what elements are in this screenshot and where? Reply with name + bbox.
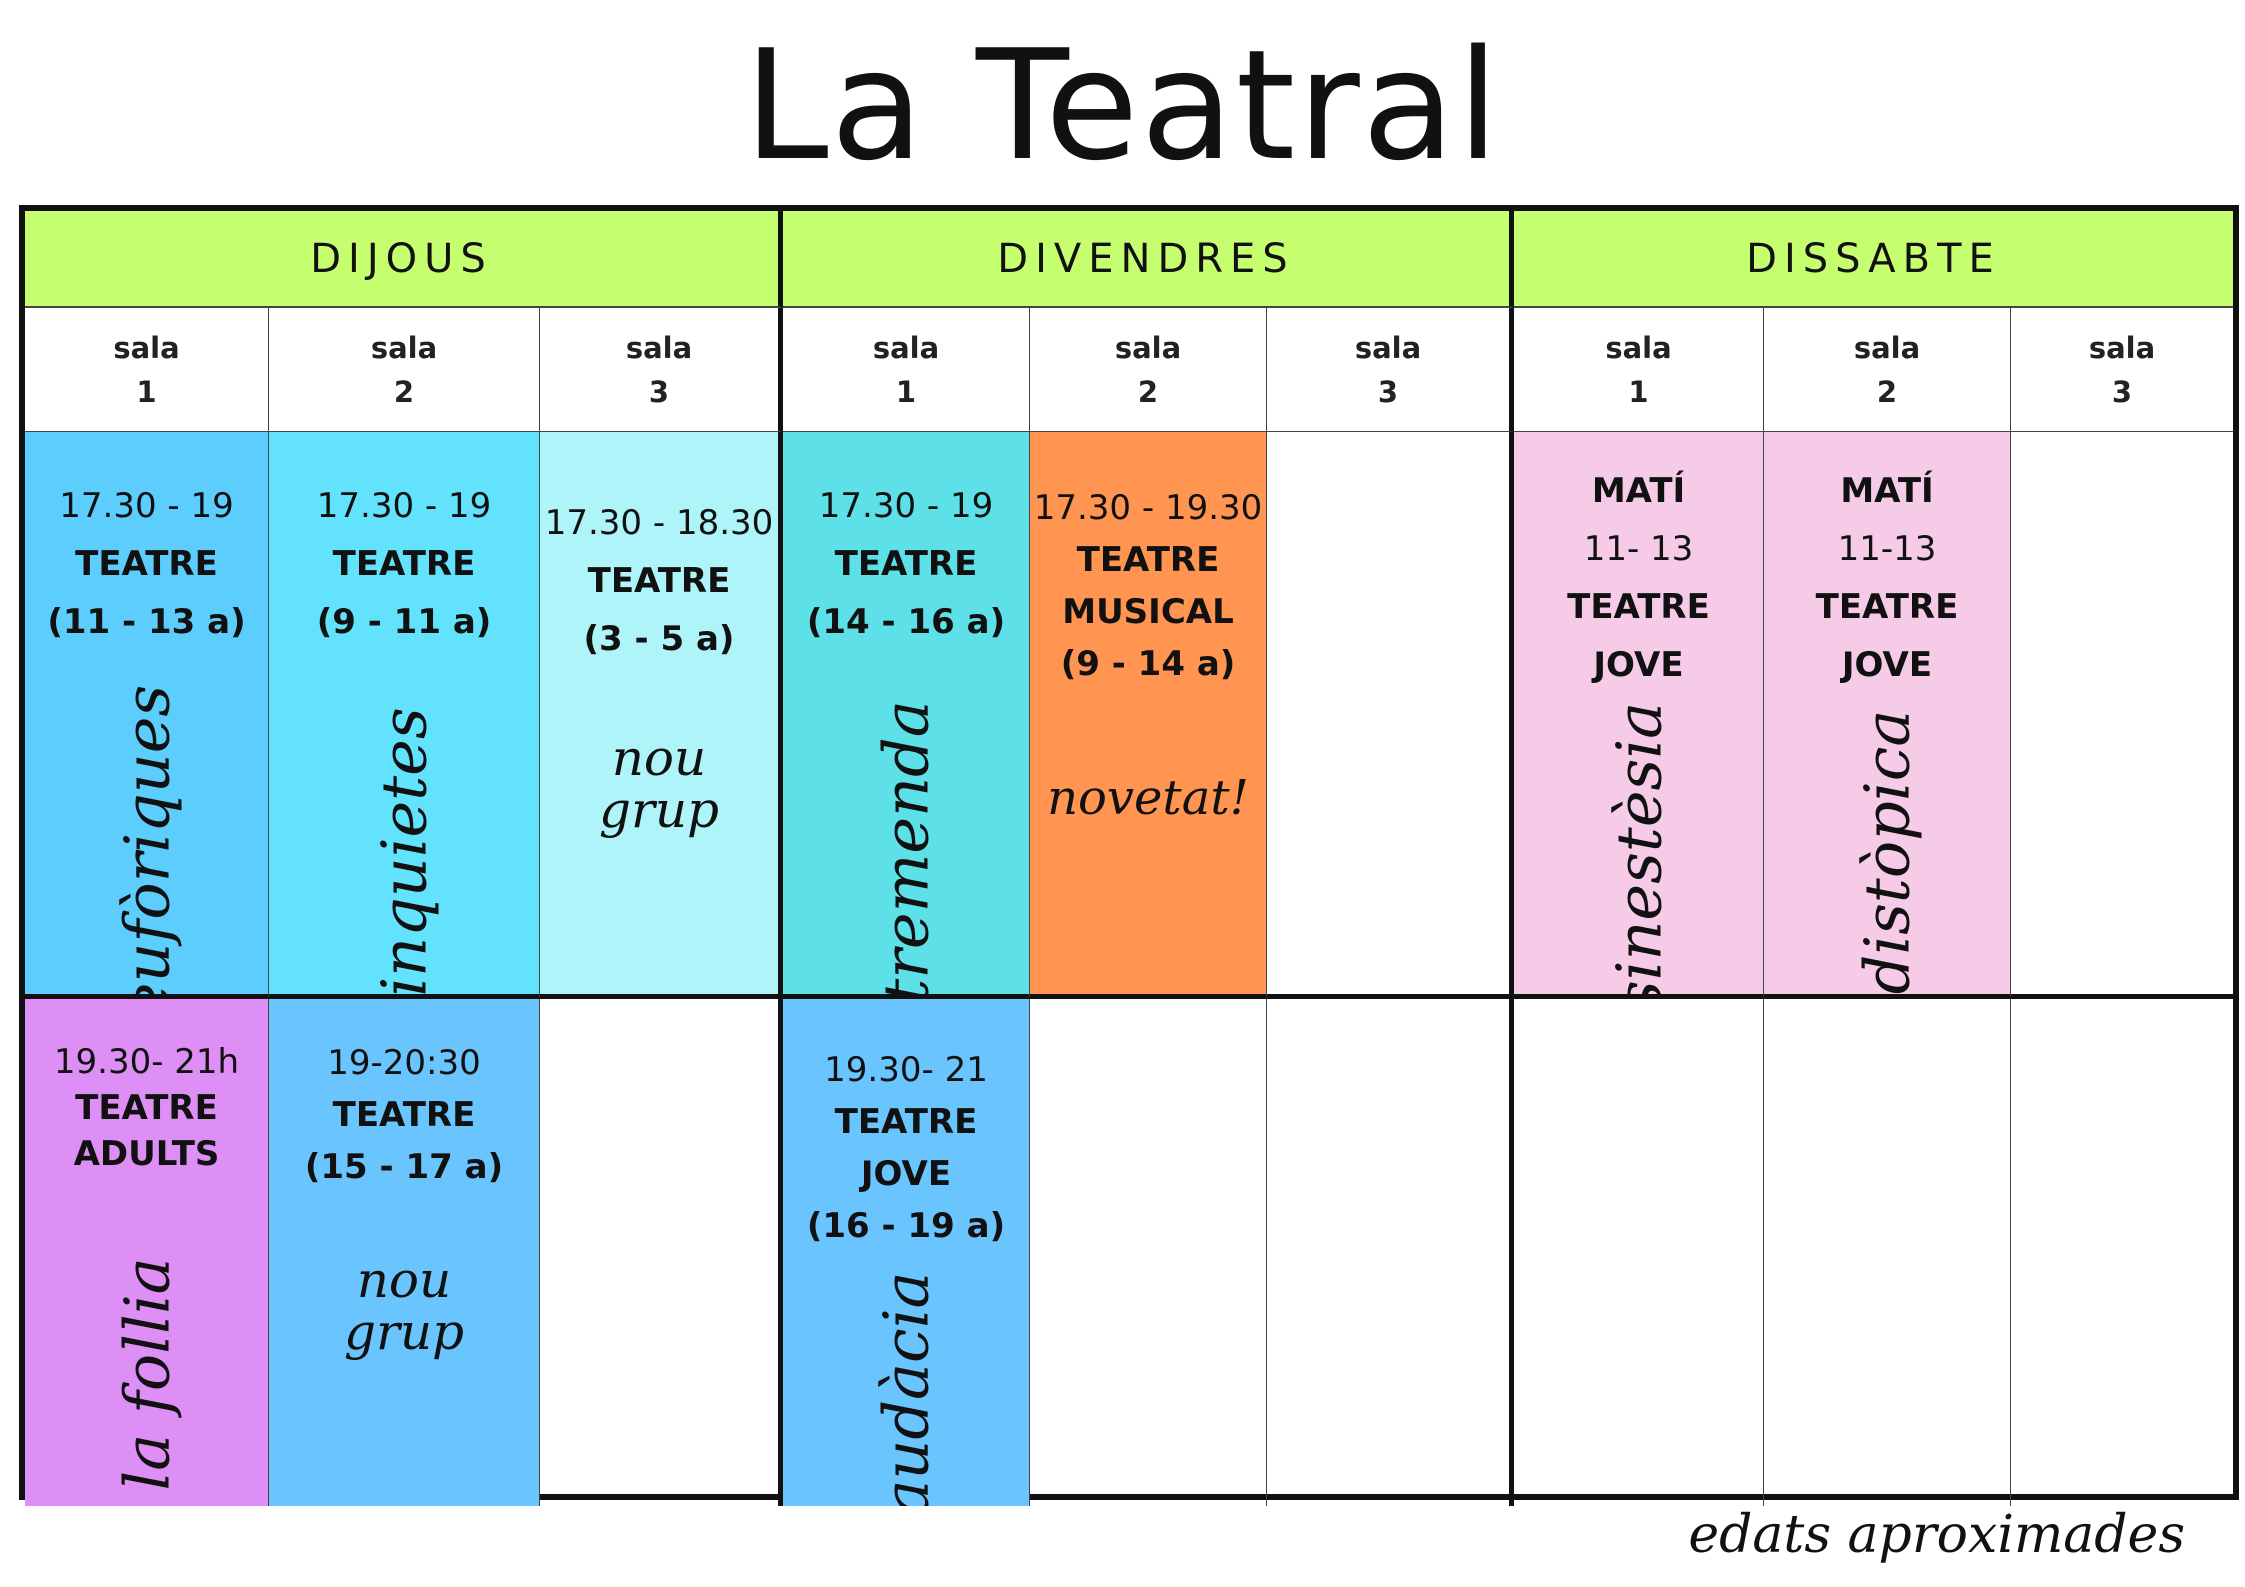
group-name: nou grup	[598, 729, 720, 839]
slot-class-2: JOVE	[1593, 645, 1684, 685]
slot-ages: (11 - 13 a)	[47, 602, 246, 642]
slot-dijous-sala2-late: 19-20:30 TEATRE (15 - 17 a) nou grup	[269, 999, 540, 1506]
slot-class: TEATRE	[587, 561, 731, 601]
slot-class: TEATRE	[332, 1095, 476, 1135]
slot-time: 17.30 - 19	[59, 486, 234, 526]
slot-divendres-sala2-early: 17.30 - 19.30 TEATRE MUSICAL (9 - 14 a) …	[1030, 432, 1267, 999]
group-name: nou grup	[343, 1251, 465, 1361]
slot-time: 17.30 - 19	[316, 486, 492, 526]
sala-header: sala 3	[1267, 308, 1514, 432]
slot-time: 17.30 - 19.30	[1033, 488, 1263, 528]
slot-time: 17.30 - 18.30	[544, 503, 774, 543]
slot-dissabte-sala1-late	[1514, 999, 1764, 1506]
slot-divendres-sala1-early: 17.30 - 19 TEATRE (14 - 16 a) tremenda	[783, 432, 1030, 999]
slot-ages: (3 - 5 a)	[583, 619, 735, 659]
page-title: La Teatral	[743, 17, 1502, 194]
group-name: la follia	[110, 1257, 183, 1491]
sala-header: sala 1	[1514, 308, 1764, 432]
group-name: eufòriques	[110, 684, 183, 999]
slot-divendres-sala1-late: 19.30- 21 TEATRE JOVE (16 - 19 a) audàci…	[783, 999, 1030, 1506]
slot-class-2: MUSICAL	[1062, 592, 1234, 632]
slot-dissabte-sala3-early	[2011, 432, 2233, 999]
slot-class: TEATRE	[75, 1088, 218, 1128]
slot-ages: (15 - 17 a)	[304, 1147, 504, 1187]
slot-divendres-sala2-late	[1030, 999, 1267, 1506]
sala-header: sala 2	[269, 308, 540, 432]
slot-label: MATÍ	[1840, 471, 1934, 511]
slot-class-2: JOVE	[860, 1154, 952, 1194]
slot-dissabte-sala3-late	[2011, 999, 2233, 1506]
slot-dijous-sala3-late	[540, 999, 783, 1506]
day-header-dijous: DIJOUS	[25, 211, 783, 308]
group-name: inquietes	[367, 707, 441, 997]
sala-header: sala 1	[783, 308, 1030, 432]
sala-header: sala 3	[540, 308, 783, 432]
slot-dijous-sala1-late: 19.30- 21h TEATRE ADULTS la follia	[25, 999, 269, 1506]
slot-dijous-sala2-early: 17.30 - 19 TEATRE (9 - 11 a) inquietes	[269, 432, 540, 999]
slot-class: TEATRE	[1567, 587, 1710, 627]
slot-class: TEATRE	[1076, 540, 1220, 580]
slot-time: 11-13	[1837, 529, 1937, 569]
slot-time: 17.30 - 19	[818, 486, 994, 526]
slot-dissabte-sala2-late	[1764, 999, 2011, 1506]
slot-label: MATÍ	[1591, 471, 1686, 511]
day-header-divendres: DIVENDRES	[783, 211, 1514, 308]
sala-header: sala 2	[1030, 308, 1267, 432]
group-name: sinestèsia	[1602, 701, 1675, 999]
group-name: tremenda	[869, 700, 943, 999]
slot-class-2: ADULTS	[73, 1134, 220, 1174]
slot-ages: (16 - 19 a)	[806, 1206, 1006, 1246]
slot-ages: (9 - 14 a)	[1060, 644, 1236, 684]
slot-class-2: JOVE	[1841, 645, 1933, 685]
day-header-dissabte: DISSABTE	[1514, 211, 2233, 308]
group-name: distòpica	[1850, 709, 1924, 995]
slot-ages: (9 - 11 a)	[316, 602, 492, 642]
slot-class: TEATRE	[332, 544, 476, 584]
slot-time: 19.30- 21h	[53, 1042, 240, 1082]
slot-dijous-sala1-early: 17.30 - 19 TEATRE (11 - 13 a) eufòriques	[25, 432, 269, 999]
slot-class: TEATRE	[1815, 587, 1959, 627]
slot-class: TEATRE	[834, 544, 978, 584]
slot-class: TEATRE	[75, 544, 218, 584]
sala-header: sala 1	[25, 308, 269, 432]
slot-dissabte-sala2-early: MATÍ 11-13 TEATRE JOVE distòpica	[1764, 432, 2011, 999]
schedule-table: DIJOUS DIVENDRES DISSABTE sala 1 sala 2 sa…	[19, 205, 2239, 1506]
group-name: novetat!	[1047, 770, 1249, 826]
slot-ages: (14 - 16 a)	[806, 602, 1006, 642]
footnote: edats aproximades	[1688, 1505, 2185, 1565]
slot-dissabte-sala1-early: MATÍ 11- 13 TEATRE JOVE sinestèsia	[1514, 432, 1764, 999]
group-name: audàcia	[869, 1271, 943, 1506]
sala-header: sala 2	[1764, 308, 2011, 432]
slot-time: 19.30- 21	[824, 1050, 988, 1090]
slot-time: 19-20:30	[327, 1043, 481, 1083]
slot-divendres-sala3-late	[1267, 999, 1514, 1506]
slot-time: 11- 13	[1583, 529, 1694, 569]
sala-header: sala 3	[2011, 308, 2233, 432]
slot-dijous-sala3-early: 17.30 - 18.30 TEATRE (3 - 5 a) nou grup	[540, 432, 783, 999]
slot-class: TEATRE	[834, 1102, 978, 1142]
slot-divendres-sala3-early	[1267, 432, 1514, 999]
